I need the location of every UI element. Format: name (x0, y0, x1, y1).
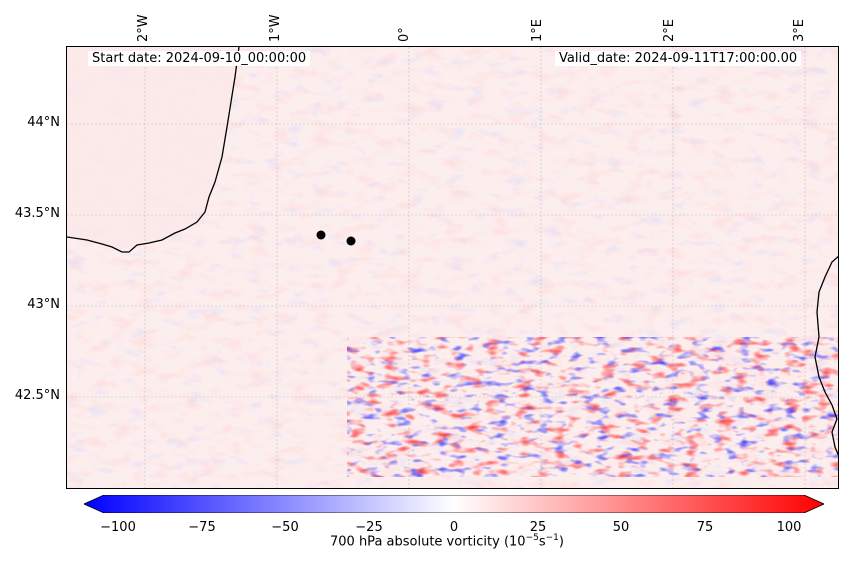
colorbar-label: 700 hPa absolute vorticity (10−5s−1) (330, 533, 564, 550)
lat-label-44n: 44°N (27, 115, 60, 130)
colorbar-tick: −50 (271, 520, 299, 535)
colorbar-tick: 75 (696, 520, 714, 535)
location-point (316, 230, 326, 240)
vorticity-map (66, 46, 839, 489)
map-canvas (67, 47, 838, 488)
lat-label-43n: 43°N (27, 297, 60, 312)
colorbar-tick: −100 (100, 520, 136, 535)
colorbar-tick: −75 (188, 520, 216, 535)
lon-label-2w: 2°W (136, 14, 151, 42)
colorbar-tick: 0 (449, 520, 459, 535)
colorbar (84, 495, 824, 513)
lon-label-3e: 3°E (792, 19, 807, 42)
colorbar-tick: 50 (612, 520, 630, 535)
start-date-label: Start date: 2024-09-10_00:00:00 (88, 51, 311, 66)
colorbar-tick: 25 (529, 520, 547, 535)
lat-label-42-5n: 42.5°N (14, 388, 60, 403)
lon-label-2e: 2°E (662, 19, 677, 42)
lat-label-43-5n: 43.5°N (14, 206, 60, 221)
lon-label-0: 0° (397, 27, 412, 42)
lon-label-1e: 1°E (530, 19, 545, 42)
lon-label-1w: 1°W (268, 14, 283, 42)
valid-date-label: Valid_date: 2024-09-11T17:00:00.00 (555, 51, 802, 66)
location-point (346, 236, 356, 246)
colorbar-tick: 100 (776, 520, 802, 535)
colorbar-tick: −25 (355, 520, 383, 535)
